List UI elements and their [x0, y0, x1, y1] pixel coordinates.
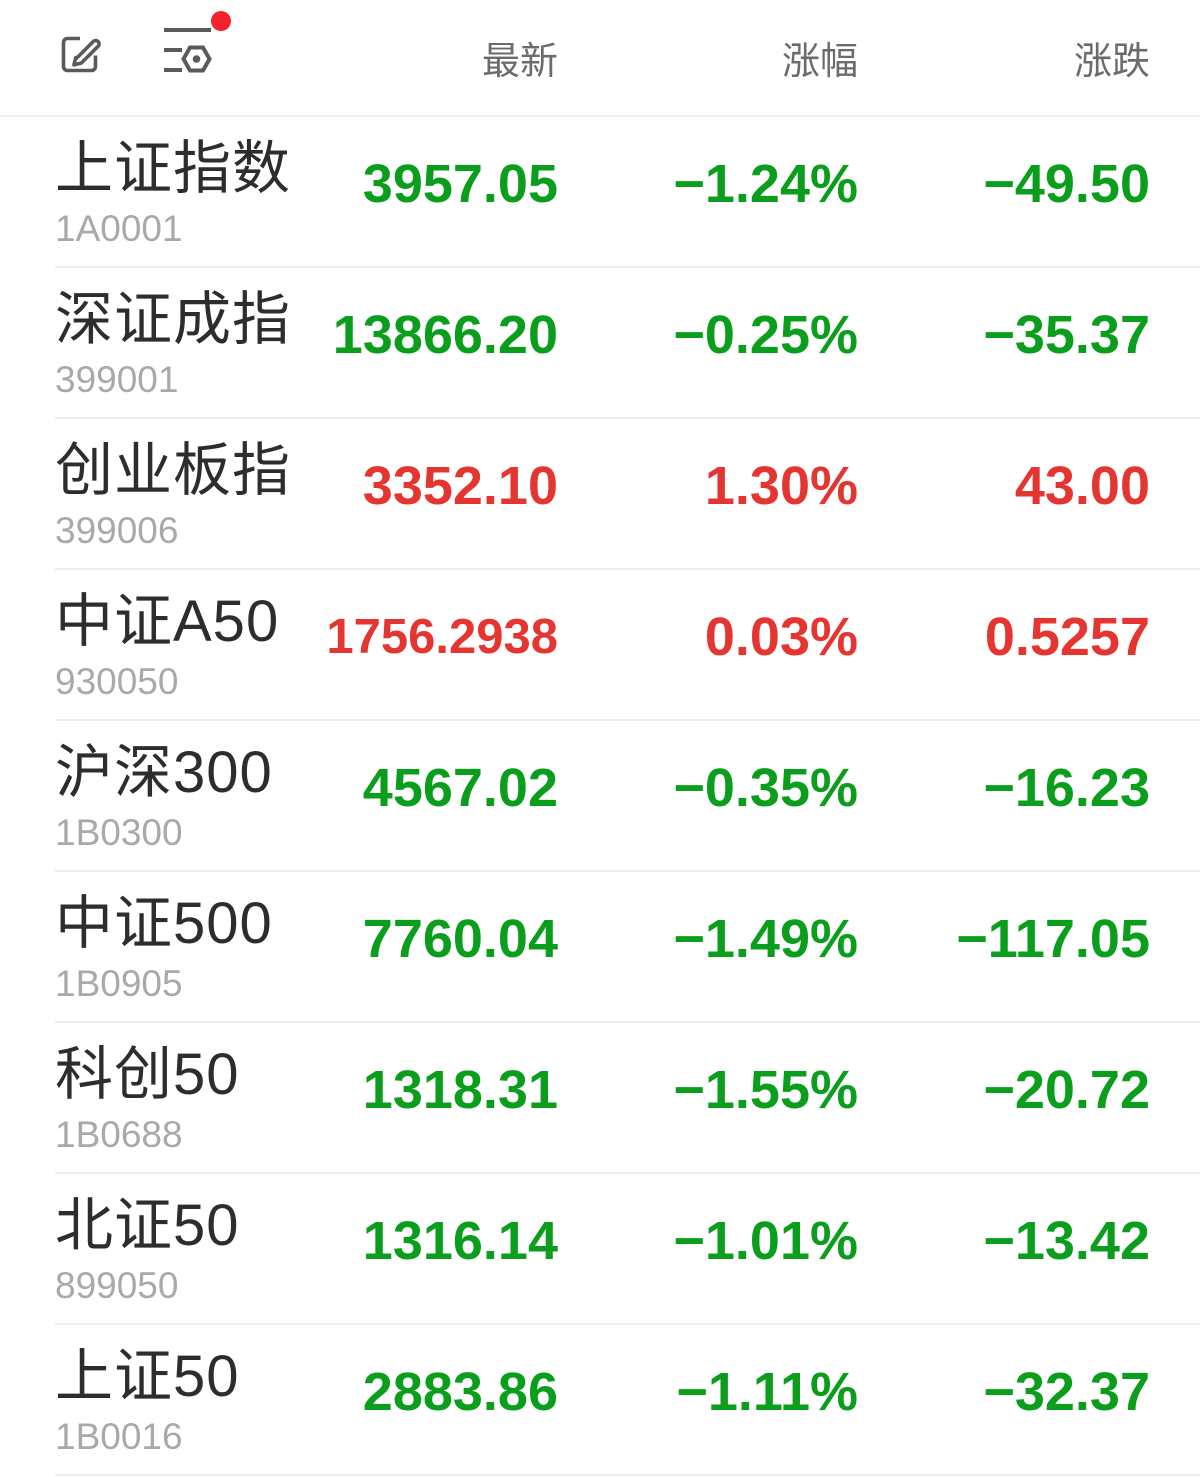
last-price: 1318.31: [362, 1059, 558, 1120]
index-row[interactable]: 上证指数 1A0001 3957.05 −1.24% −49.50: [0, 117, 1200, 268]
change-percent: 0.03%: [704, 606, 858, 667]
change-amount: −49.50: [983, 153, 1150, 214]
index-name-block: 深证成指 399001: [55, 286, 308, 402]
change-amount: −35.37: [983, 304, 1150, 365]
index-name: 科创50: [55, 1041, 240, 1107]
index-row[interactable]: 创业板指 399006 3352.10 1.30% 43.00: [0, 419, 1200, 570]
last-price: 7760.04: [362, 908, 558, 969]
change-percent: −1.49%: [673, 908, 858, 969]
index-code: 1B0300: [55, 811, 183, 853]
index-row[interactable]: 北证50 899050 1316.14 −1.01% −13.42: [0, 1174, 1200, 1325]
index-name-block: 上证指数 1A0001: [55, 135, 308, 251]
change-amount: 43.00: [1014, 455, 1150, 516]
index-name: 深证成指: [55, 286, 292, 352]
index-name-block: 科创50 1B0688: [55, 1041, 308, 1157]
last-price: 1316.14: [362, 1210, 558, 1271]
index-name: 创业板指: [55, 437, 292, 503]
index-name: 上证指数: [55, 135, 292, 201]
index-name: 北证50: [55, 1192, 240, 1258]
change-amount: −20.72: [983, 1059, 1150, 1120]
last-price: 1756.2938: [326, 609, 558, 664]
column-header-last[interactable]: 最新: [481, 41, 558, 83]
change-percent: −1.11%: [676, 1361, 858, 1422]
change-percent: −1.55%: [673, 1059, 858, 1120]
notification-badge-dot: [211, 11, 231, 31]
change-amount: −32.37: [983, 1361, 1150, 1422]
last-price: 4567.02: [362, 757, 558, 818]
last-price: 3957.05: [362, 153, 558, 214]
index-code: 1B0905: [55, 962, 183, 1004]
filter-settings-button[interactable]: [161, 26, 215, 74]
index-code: 1B0688: [55, 1113, 183, 1155]
index-name: 中证A50: [55, 588, 280, 654]
change-amount: −117.05: [956, 908, 1150, 969]
index-name: 中证500: [55, 890, 273, 956]
column-header-change-percent[interactable]: 涨幅: [781, 41, 858, 83]
last-price: 13866.20: [332, 304, 558, 365]
change-percent: −0.25%: [673, 304, 858, 365]
index-name-block: 创业板指 399006: [55, 437, 308, 553]
index-name-block: 沪深300 1B0300: [55, 739, 308, 855]
index-list: 上证指数 1A0001 3957.05 −1.24% −49.50 深证成指 3…: [0, 117, 1200, 1476]
index-code: 399001: [55, 358, 179, 400]
edit-icon: [61, 36, 101, 72]
column-header-change-amount[interactable]: 涨跌: [1073, 41, 1150, 83]
filter-wrap: [161, 11, 231, 79]
index-row[interactable]: 科创50 1B0688 1318.31 −1.55% −20.72: [0, 1023, 1200, 1174]
change-amount: −13.42: [983, 1210, 1150, 1271]
index-row[interactable]: 深证成指 399001 13866.20 −0.25% −35.37: [0, 268, 1200, 419]
last-price: 2883.86: [362, 1361, 558, 1422]
index-code: 399006: [55, 509, 179, 551]
edit-watchlist-button[interactable]: [55, 28, 105, 78]
index-name: 沪深300: [55, 739, 273, 805]
index-code: 899050: [55, 1264, 179, 1306]
index-row[interactable]: 中证500 1B0905 7760.04 −1.49% −117.05: [0, 872, 1200, 1023]
index-row[interactable]: 沪深300 1B0300 4567.02 −0.35% −16.23: [0, 721, 1200, 872]
index-name-block: 中证A50 930050: [55, 588, 308, 704]
change-amount: −16.23: [983, 757, 1150, 818]
change-percent: −1.01%: [673, 1210, 858, 1271]
last-price: 3352.10: [362, 455, 558, 516]
change-percent: −1.24%: [673, 153, 858, 214]
filter-settings-icon: [164, 28, 212, 73]
index-name-block: 北证50 899050: [55, 1192, 308, 1308]
index-row[interactable]: 上证50 1B0016 2883.86 −1.11% −32.37: [0, 1325, 1200, 1476]
change-percent: 1.30%: [704, 455, 858, 516]
index-row[interactable]: 中证A50 930050 1756.2938 0.03% 0.5257: [0, 570, 1200, 721]
index-name: 上证50: [55, 1343, 240, 1409]
change-amount: 0.5257: [984, 606, 1150, 667]
index-code: 1B0016: [55, 1415, 183, 1457]
index-code: 930050: [55, 660, 179, 702]
change-percent: −0.35%: [673, 757, 858, 818]
toolbar: 最新 涨幅 涨跌: [0, 0, 1200, 117]
index-name-block: 中证500 1B0905: [55, 890, 308, 1006]
toolbar-icons: [55, 11, 308, 79]
index-name-block: 上证50 1B0016: [55, 1343, 308, 1459]
index-code: 1A0001: [55, 207, 183, 249]
